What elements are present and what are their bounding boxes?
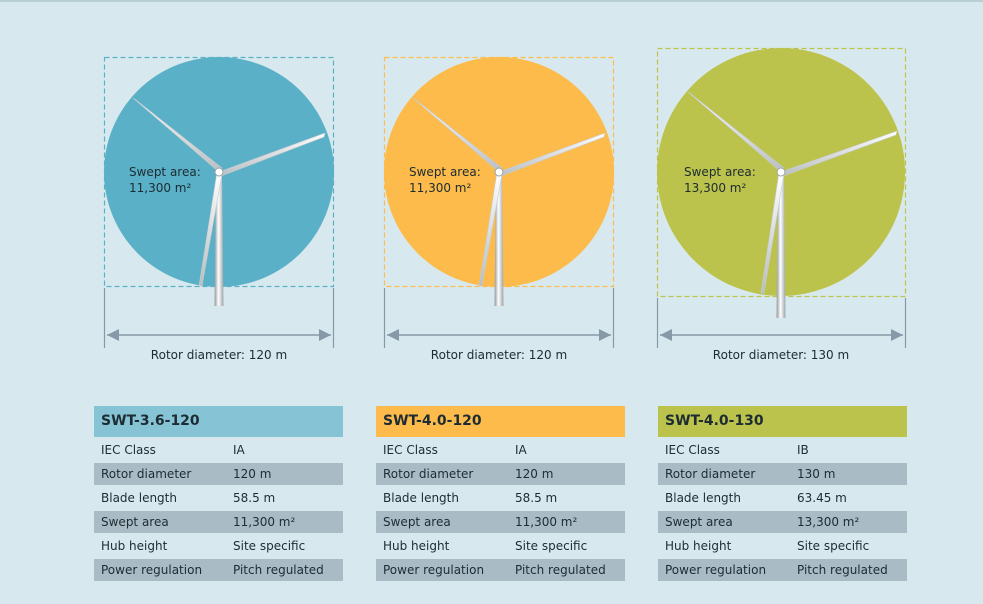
table-row: Rotor diameter 130 m bbox=[658, 463, 907, 487]
spec-key: IEC Class bbox=[658, 439, 790, 463]
swept-area-label-3: Swept area: 13,300 m² bbox=[684, 164, 756, 196]
table-row: Hub height Site specific bbox=[94, 535, 343, 559]
spec-key: Power regulation bbox=[94, 559, 226, 583]
spec-key: Rotor diameter bbox=[94, 463, 226, 487]
spec-value: Site specific bbox=[508, 535, 625, 559]
table-row: Blade length 58.5 m bbox=[94, 487, 343, 511]
table-row: Swept area 11,300 m² bbox=[94, 511, 343, 535]
spec-value: 120 m bbox=[226, 463, 343, 487]
turbine-diagram bbox=[103, 47, 907, 348]
table-row: IEC Class IB bbox=[658, 439, 907, 463]
spec-key: Swept area bbox=[94, 511, 226, 535]
rotor-diameter-label-1: Rotor diameter: 120 m bbox=[150, 348, 288, 362]
spec-key: Rotor diameter bbox=[376, 463, 508, 487]
table-row: Power regulation Pitch regulated bbox=[94, 559, 343, 583]
hub-2 bbox=[494, 167, 504, 177]
swept-area-value: 13,300 m² bbox=[684, 181, 747, 195]
table-row: Rotor diameter 120 m bbox=[376, 463, 625, 487]
table-row: Blade length 63.45 m bbox=[658, 487, 907, 511]
turbine-1 bbox=[103, 56, 335, 348]
table-row: Swept area 11,300 m² bbox=[376, 511, 625, 535]
spec-key: Blade length bbox=[376, 487, 508, 511]
hub-3 bbox=[776, 167, 786, 177]
spec-value: 11,300 m² bbox=[508, 511, 625, 535]
spec-key: Swept area bbox=[658, 511, 790, 535]
spec-key: Blade length bbox=[94, 487, 226, 511]
spec-value: 13,300 m² bbox=[790, 511, 907, 535]
spec-key: IEC Class bbox=[94, 439, 226, 463]
swept-area-title: Swept area: bbox=[129, 165, 201, 179]
spec-value: 11,300 m² bbox=[226, 511, 343, 535]
swept-area-title: Swept area: bbox=[409, 165, 481, 179]
spec-rows: IEC Class IB Rotor diameter 130 m Blade le… bbox=[658, 439, 907, 583]
tower-2 bbox=[494, 172, 504, 306]
spec-key: Swept area bbox=[376, 511, 508, 535]
table-row: Rotor diameter 120 m bbox=[94, 463, 343, 487]
spec-value: IB bbox=[790, 439, 907, 463]
model-title: SWT-4.0-120 bbox=[376, 406, 625, 437]
spec-rows: IEC Class IA Rotor diameter 120 m Blade le… bbox=[376, 439, 625, 583]
table-row: Hub height Site specific bbox=[376, 535, 625, 559]
swept-area-label-2: Swept area: 11,300 m² bbox=[409, 164, 481, 196]
model-title: SWT-4.0-130 bbox=[658, 406, 907, 437]
spec-table-1: SWT-3.6-120 IEC Class IA Rotor diameter 12… bbox=[94, 406, 343, 583]
spec-key: Hub height bbox=[658, 535, 790, 559]
spec-value: 130 m bbox=[790, 463, 907, 487]
turbine-3 bbox=[656, 47, 907, 348]
swept-area-value: 11,300 m² bbox=[409, 181, 472, 195]
spec-value: 58.5 m bbox=[508, 487, 625, 511]
spec-key: IEC Class bbox=[376, 439, 508, 463]
top-border bbox=[0, 0, 983, 2]
table-row: Hub height Site specific bbox=[658, 535, 907, 559]
spec-value: Pitch regulated bbox=[226, 559, 343, 583]
tower-3 bbox=[776, 172, 786, 318]
table-row: Power regulation Pitch regulated bbox=[658, 559, 907, 583]
rotor-diameter-label-2: Rotor diameter: 120 m bbox=[430, 348, 568, 362]
table-row: Power regulation Pitch regulated bbox=[376, 559, 625, 583]
spec-table-3: SWT-4.0-130 IEC Class IB Rotor diameter 13… bbox=[658, 406, 907, 583]
model-title: SWT-3.6-120 bbox=[94, 406, 343, 437]
spec-value: 120 m bbox=[508, 463, 625, 487]
spec-key: Hub height bbox=[94, 535, 226, 559]
spec-value: 63.45 m bbox=[790, 487, 907, 511]
spec-key: Blade length bbox=[658, 487, 790, 511]
table-row: IEC Class IA bbox=[94, 439, 343, 463]
spec-value: Site specific bbox=[226, 535, 343, 559]
table-row: Blade length 58.5 m bbox=[376, 487, 625, 511]
spec-value: IA bbox=[226, 439, 343, 463]
swept-area-value: 11,300 m² bbox=[129, 181, 192, 195]
hub-1 bbox=[214, 167, 224, 177]
spec-key: Power regulation bbox=[658, 559, 790, 583]
spec-key: Hub height bbox=[376, 535, 508, 559]
swept-area-title: Swept area: bbox=[684, 165, 756, 179]
tower-1 bbox=[214, 172, 224, 306]
swept-area-label-1: Swept area: 11,300 m² bbox=[129, 164, 201, 196]
spec-value: Pitch regulated bbox=[508, 559, 625, 583]
spec-key: Power regulation bbox=[376, 559, 508, 583]
table-row: IEC Class IA bbox=[376, 439, 625, 463]
spec-value: IA bbox=[508, 439, 625, 463]
spec-table-2: SWT-4.0-120 IEC Class IA Rotor diameter 12… bbox=[376, 406, 625, 583]
spec-value: Pitch regulated bbox=[790, 559, 907, 583]
spec-key: Rotor diameter bbox=[658, 463, 790, 487]
spec-rows: IEC Class IA Rotor diameter 120 m Blade le… bbox=[94, 439, 343, 583]
spec-value: Site specific bbox=[790, 535, 907, 559]
table-row: Swept area 13,300 m² bbox=[658, 511, 907, 535]
turbine-2 bbox=[383, 56, 615, 348]
rotor-diameter-label-3: Rotor diameter: 130 m bbox=[712, 348, 850, 362]
spec-value: 58.5 m bbox=[226, 487, 343, 511]
